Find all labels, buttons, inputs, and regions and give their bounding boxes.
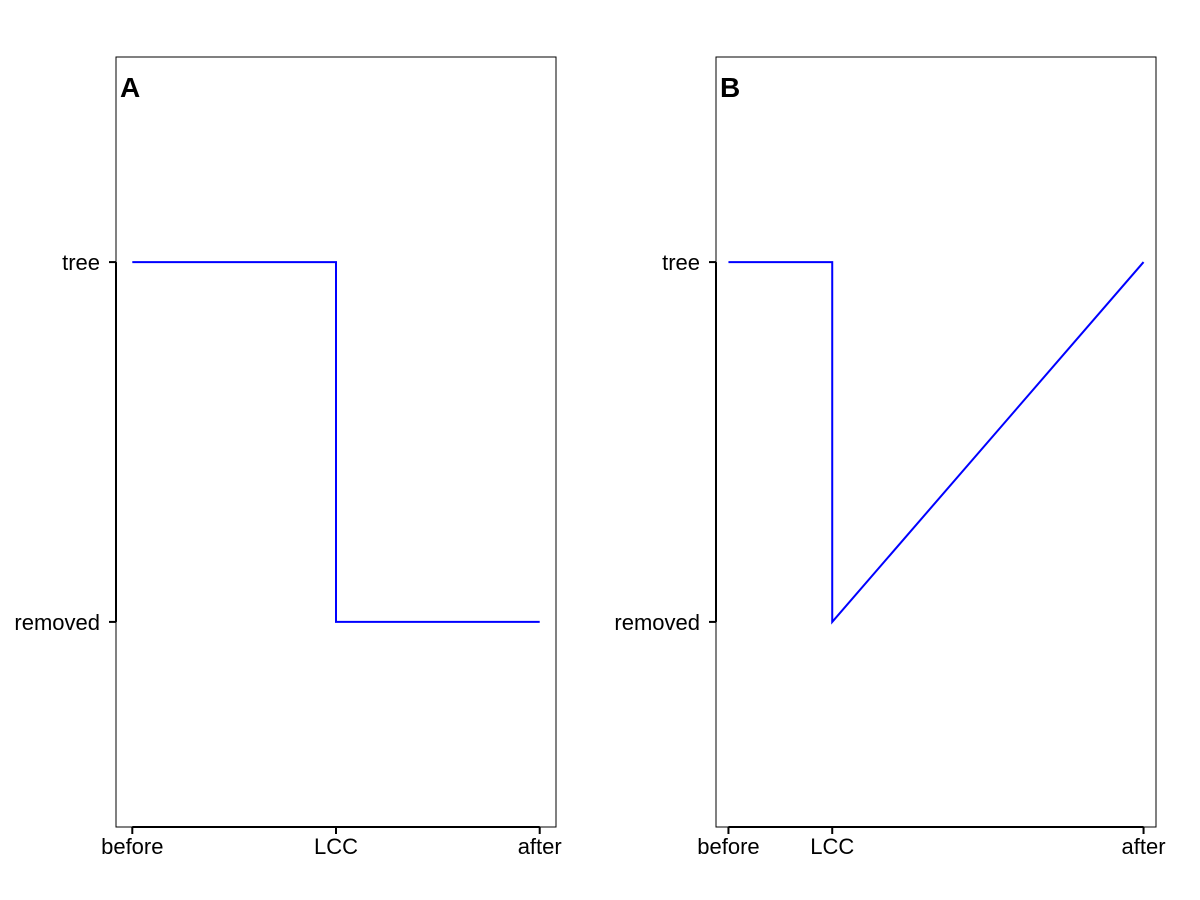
- x-tick-label: LCC: [314, 834, 358, 859]
- y-tick-label: tree: [662, 250, 700, 275]
- series-line: [132, 261, 540, 623]
- x-tick-label: after: [518, 834, 562, 859]
- y-tick-label: removed: [14, 610, 100, 635]
- x-tick-label: LCC: [810, 834, 854, 859]
- x-tick-label: before: [697, 834, 759, 859]
- y-tick-label: removed: [614, 610, 700, 635]
- panel-border: [715, 56, 1157, 828]
- panel-a: removed tree before LCC after A: [14, 56, 562, 859]
- x-tick-label: before: [101, 834, 163, 859]
- panel-label: A: [120, 72, 140, 103]
- panel-b: removed tree before LCC after B: [614, 56, 1166, 859]
- x-tick-label: after: [1122, 834, 1166, 859]
- series-line: [728, 261, 1145, 625]
- y-tick-label: tree: [62, 250, 100, 275]
- panel-label: B: [720, 72, 740, 103]
